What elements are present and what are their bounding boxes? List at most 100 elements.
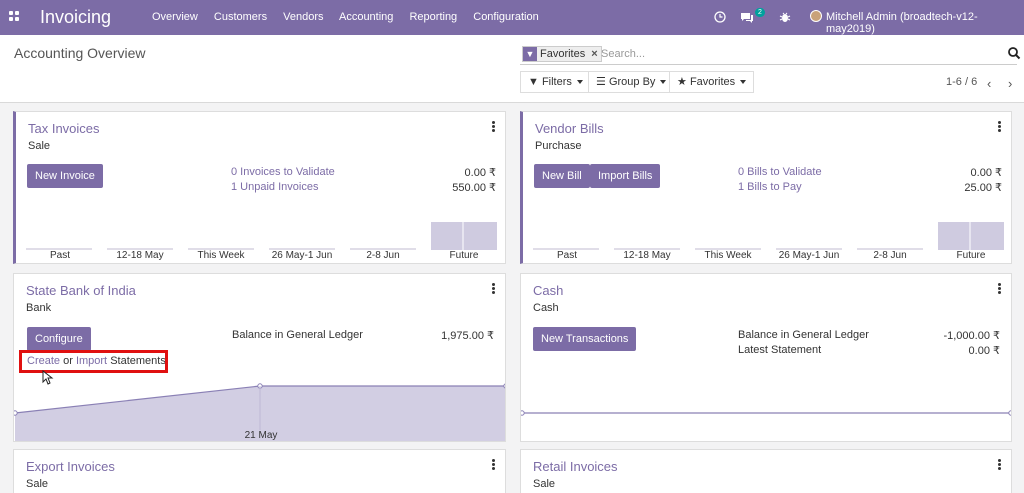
filters-button[interactable]: ▼ Filters: [520, 71, 591, 93]
user-avatar[interactable]: [810, 10, 822, 22]
x-label-2-8-jun: 2-8 Jun: [873, 250, 907, 261]
balance-amount: 1,975.00 ₹: [441, 330, 494, 342]
menu-customers[interactable]: Customers: [213, 11, 268, 23]
bar-12-18-may: [614, 248, 680, 250]
control-panel: Accounting Overview ▼ Favorites × Search…: [0, 35, 1024, 103]
point-end: [1008, 410, 1011, 416]
user-menu[interactable]: Mitchell Admin (broadtech-v12-may2019): [826, 11, 978, 35]
remove-facet-icon[interactable]: ×: [591, 48, 598, 60]
import-bills-button[interactable]: Import Bills: [590, 164, 661, 188]
invoices-to-validate-link[interactable]: 0 Invoices to Validate: [231, 166, 335, 178]
app-title[interactable]: Invoicing: [40, 7, 112, 27]
x-label-26-may-1-jun: 26 May-1 Jun: [778, 250, 840, 261]
favorites-button[interactable]: ★ Favorites: [669, 71, 755, 93]
import-statement-link[interactable]: Import: [75, 355, 108, 367]
x-label-12-18-may: 12-18 May: [623, 250, 671, 261]
star-icon: ★: [677, 76, 687, 88]
menu-vendors[interactable]: Vendors: [283, 11, 324, 23]
invoice-bar-chart[interactable]: [16, 215, 506, 251]
new-bill-button[interactable]: New Bill: [534, 164, 590, 188]
search-input[interactable]: Search...: [601, 48, 646, 60]
new-transactions-button[interactable]: New Transactions: [533, 327, 637, 351]
pager-value[interactable]: 1-6 / 6: [946, 76, 978, 88]
configure-button[interactable]: Configure: [27, 327, 91, 351]
pager-previous-icon[interactable]: ‹: [987, 76, 992, 91]
x-label-21-may: 21 May: [244, 430, 278, 441]
card-title[interactable]: State Bank of India: [26, 283, 136, 298]
menu-reporting[interactable]: Reporting: [409, 11, 458, 23]
caret-down-icon: [576, 80, 583, 85]
x-label-past: Past: [49, 250, 70, 261]
point-start: [521, 410, 525, 416]
cash-balance-line-chart[interactable]: [521, 404, 1012, 424]
x-label-this-week: This Week: [197, 250, 245, 261]
bills-to-validate-link[interactable]: 0 Bills to Validate: [738, 166, 822, 178]
favorites-label: Favorites: [689, 76, 736, 88]
bank-balance-line-chart[interactable]: [14, 380, 506, 442]
amount-to-validate: 0.00 ₹: [464, 167, 496, 179]
menu-configuration[interactable]: Configuration: [473, 11, 539, 23]
card-title[interactable]: Retail Invoices: [533, 459, 618, 474]
unpaid-invoices-link[interactable]: 1 Unpaid Invoices: [231, 181, 319, 193]
journal-card-retail-invoices: Retail Invoices Sale: [520, 449, 1012, 493]
x-label-12-18-may: 12-18 May: [116, 250, 164, 261]
bug-icon[interactable]: [779, 11, 791, 23]
chat-icon[interactable]: [740, 11, 754, 23]
latest-statement-label: Latest Statement: [738, 344, 822, 356]
apps-menu-icon[interactable]: [9, 11, 21, 23]
journal-card-tax-invoices: Tax Invoices Sale New Invoice 0 Invoices…: [13, 111, 506, 264]
clock-icon[interactable]: [714, 11, 726, 23]
statements-links: Create or Import Statements: [27, 355, 166, 367]
bar-2-8-jun: [857, 248, 923, 250]
card-title[interactable]: Export Invoices: [26, 459, 115, 474]
bar-past: [26, 248, 92, 250]
create-statement-link[interactable]: Create: [27, 355, 61, 367]
x-label-2-8-jun: 2-8 Jun: [366, 250, 400, 261]
search-facet[interactable]: ▼ Favorites ×: [522, 46, 602, 62]
x-label-26-may-1-jun: 26 May-1 Jun: [271, 250, 333, 261]
pager-next-icon[interactable]: ›: [1008, 76, 1013, 91]
groupby-label: Group By: [608, 76, 656, 88]
balance-amount: -1,000.00 ₹: [943, 330, 1000, 342]
bar-future: [431, 222, 497, 250]
search-icon[interactable]: [1007, 46, 1021, 60]
latest-statement-amount: 0.00 ₹: [968, 345, 1000, 357]
point-start: [14, 410, 18, 416]
menu-overview[interactable]: Overview: [152, 11, 198, 23]
caret-down-icon: [660, 80, 667, 85]
card-title[interactable]: Tax Invoices: [28, 121, 100, 136]
card-title[interactable]: Vendor Bills: [535, 121, 604, 136]
kebab-menu-icon[interactable]: [997, 121, 1001, 133]
menu-accounting[interactable]: Accounting: [338, 11, 394, 23]
kebab-menu-icon[interactable]: [491, 459, 495, 471]
bar-12-18-may: [107, 248, 173, 250]
kebab-menu-icon[interactable]: [997, 283, 1001, 295]
bars-icon: ☰: [596, 76, 606, 88]
chat-count-badge: 2: [755, 8, 765, 17]
bills-to-pay-link[interactable]: 1 Bills to Pay: [738, 181, 802, 193]
card-type: Purchase: [535, 140, 582, 152]
x-label-future: Future: [956, 250, 986, 261]
new-invoice-button[interactable]: New Invoice: [27, 164, 103, 188]
highlight-box: [19, 350, 168, 373]
or-text: or: [63, 355, 73, 367]
x-label-future: Future: [449, 250, 479, 261]
kebab-menu-icon[interactable]: [997, 459, 1001, 471]
breadcrumb-title: Accounting Overview: [14, 45, 146, 61]
bar-past: [533, 248, 599, 250]
top-navbar: Invoicing Overview Customers Vendors Acc…: [0, 0, 1024, 35]
x-label-past: Past: [556, 250, 577, 261]
card-title[interactable]: Cash: [533, 283, 564, 298]
point-end: [503, 383, 505, 389]
kebab-menu-icon[interactable]: [491, 121, 495, 133]
bills-bar-chart[interactable]: [523, 215, 1012, 251]
search-bar: ▼ Favorites × Search...: [520, 43, 1021, 65]
kebab-menu-icon[interactable]: [491, 283, 495, 295]
bar-this-week: [188, 248, 254, 250]
card-type: Sale: [28, 140, 51, 152]
bar-this-week: [695, 248, 761, 250]
mouse-cursor-icon: [42, 370, 54, 385]
filter-icon: ▼: [528, 76, 539, 88]
groupby-button[interactable]: ☰ Group By: [588, 71, 675, 93]
main-menu: Overview Customers Vendors Accounting Re…: [152, 11, 552, 23]
